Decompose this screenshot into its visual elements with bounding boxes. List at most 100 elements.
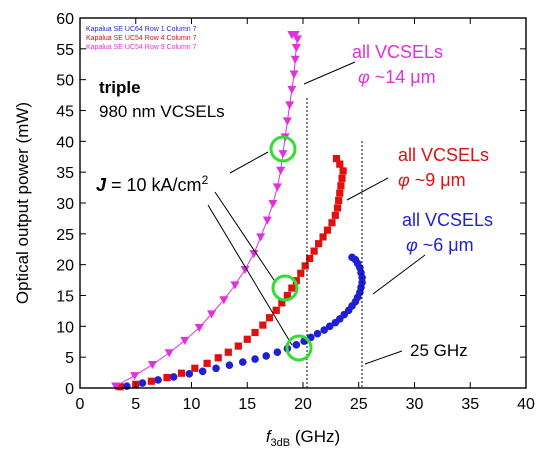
x-tick-label: 25 (350, 396, 368, 413)
data-point (191, 364, 199, 372)
diameter-9: ~9 (410, 170, 441, 190)
unit-um: μm (410, 67, 435, 87)
y-tick-label: 10 (56, 319, 74, 336)
y-tick-label: 20 (56, 258, 74, 275)
diameter-14: ~14 (370, 67, 411, 87)
data-point (224, 348, 232, 356)
data-point (111, 382, 121, 391)
data-point (319, 233, 327, 241)
data-point (164, 349, 174, 358)
x-tick-label: 20 (294, 396, 312, 413)
data-point (331, 211, 339, 219)
annotation-triple: triple (99, 78, 141, 97)
legend-entry-red: Kapalua SE UC54 Row 4 Column 7 (86, 35, 197, 42)
leader-j-circle-1 (229, 151, 269, 174)
data-point (338, 174, 346, 182)
data-point (288, 284, 296, 292)
legend: Kapalua SE UC64 Row 1 Column 7 Kapalua S… (86, 26, 197, 51)
data-point (325, 322, 334, 331)
highlight-circle-magenta (269, 135, 297, 163)
data-point (177, 369, 186, 377)
data-point (249, 249, 259, 259)
j-value: = 10 kA/cm (106, 175, 202, 195)
data-point (339, 167, 347, 175)
label-magenta-diameter: φ ~14 μm (358, 67, 436, 87)
data-point (278, 150, 288, 159)
x-tick-label: 5 (131, 396, 140, 413)
data-point (251, 328, 259, 337)
data-point (273, 348, 282, 357)
highlight-circle-blue (285, 334, 313, 362)
unit-um: μm (448, 235, 473, 255)
phi-symbol: φ (406, 235, 418, 255)
data-point (185, 370, 194, 378)
phi-symbol: φ (398, 170, 410, 190)
data-point (198, 367, 207, 376)
y-tick-label: 60 (56, 11, 74, 28)
leader-9um (346, 177, 389, 201)
y-tick-label: 50 (56, 73, 74, 90)
data-point (278, 299, 286, 307)
data-marks (111, 31, 366, 391)
data-point (335, 196, 343, 205)
x-tick-label: 10 (183, 396, 201, 413)
unit-um: μm (440, 170, 465, 190)
data-point (310, 247, 318, 255)
data-point (214, 354, 222, 362)
diameter-6: ~6 (418, 235, 449, 255)
y-tick-label: 30 (56, 196, 74, 213)
x-axis-label-main: f (266, 427, 273, 446)
data-point (282, 117, 292, 126)
data-point (315, 240, 323, 248)
label-red-all-vcsels: all VCSELs (398, 145, 489, 165)
label-blue-diameter: φ ~6 μm (406, 235, 474, 255)
data-point (262, 216, 272, 225)
data-point (320, 326, 328, 334)
data-point (212, 364, 220, 373)
data-point (169, 373, 178, 381)
data-point (290, 55, 300, 64)
data-point (292, 341, 301, 349)
data-point (207, 310, 217, 319)
data-point (348, 253, 356, 262)
annotation-vcsel-type: 980 nm VCSELs (99, 102, 225, 121)
data-point (225, 361, 234, 369)
highlight-circle-red (271, 274, 299, 302)
leader-j-circle-3 (207, 204, 293, 346)
label-red-diameter: φ ~9 μm (398, 170, 466, 190)
series-line-2 (115, 34, 298, 387)
data-point (230, 281, 240, 290)
data-point (285, 101, 295, 110)
label-25ghz: 25 GHz (410, 341, 468, 360)
data-point (194, 323, 204, 333)
y-tick-label: 40 (56, 134, 74, 151)
plot-frame (79, 17, 527, 389)
y-tick-label: 45 (56, 104, 74, 121)
y-tick-label: 5 (65, 350, 74, 367)
data-point (219, 296, 229, 305)
data-point (276, 166, 286, 175)
x-tick-label: 0 (76, 396, 85, 413)
data-point (180, 336, 190, 346)
data-point (297, 269, 305, 277)
data-point (289, 70, 299, 79)
data-point (238, 358, 247, 366)
data-point (138, 379, 147, 387)
legend-entry-blue: Kapalua SE UC64 Row 1 Column 7 (86, 26, 197, 33)
data-point (328, 219, 336, 227)
data-point (336, 160, 344, 168)
data-point (313, 329, 322, 338)
data-point (154, 376, 162, 384)
data-point (287, 31, 297, 40)
x-tick-label: 30 (406, 396, 424, 413)
j-superscript: 2 (202, 173, 209, 187)
data-point (163, 373, 171, 382)
x-tick-label: 40 (517, 396, 535, 413)
label-magenta-all-vcsels: all VCSELs (352, 42, 443, 62)
data-point (291, 44, 301, 53)
data-point (130, 372, 140, 381)
data-point (256, 233, 266, 242)
y-tick-label: 15 (56, 289, 74, 306)
leader-j-circle-2 (214, 191, 277, 284)
